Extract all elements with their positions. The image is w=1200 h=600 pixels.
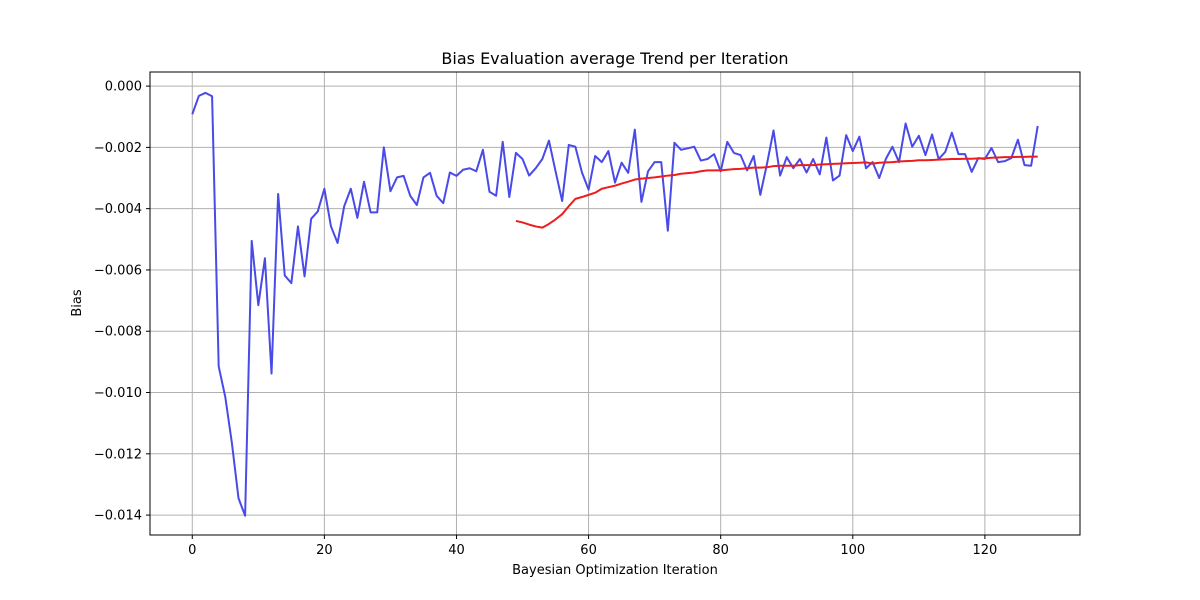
x-tick-label: 60 xyxy=(580,543,597,558)
y-tick-label: −0.006 xyxy=(94,263,142,278)
grid xyxy=(150,72,1080,535)
x-tick-label: 100 xyxy=(840,543,865,558)
x-tick-label: 80 xyxy=(712,543,729,558)
x-axis-label: Bayesian Optimization Iteration xyxy=(512,563,718,578)
x-tick-label: 20 xyxy=(316,543,333,558)
y-tick-label: −0.008 xyxy=(94,325,142,340)
x-tick-label: 0 xyxy=(188,543,196,558)
y-tick-label: −0.010 xyxy=(94,386,142,401)
ticks: 0 20 40 60 80 100 120 0.000 −0.002 −0.004 −0.006 −0… xyxy=(94,80,997,558)
y-tick-label: −0.012 xyxy=(94,447,142,462)
chart-title: Bias Evaluation average Trend per Iterat… xyxy=(441,49,788,68)
y-tick-label: −0.004 xyxy=(94,202,142,217)
x-tick-label: 120 xyxy=(972,543,997,558)
x-tick-label: 40 xyxy=(448,543,465,558)
series-line-1 xyxy=(515,155,1038,229)
series-line-0 xyxy=(191,91,1039,517)
y-tick-label: 0.000 xyxy=(105,80,142,95)
y-tick-label: −0.002 xyxy=(94,141,142,156)
y-axis-label: Bias xyxy=(70,289,85,316)
series-layer xyxy=(191,91,1039,517)
y-tick-label: −0.014 xyxy=(94,509,142,524)
plot-frame xyxy=(149,71,1081,536)
